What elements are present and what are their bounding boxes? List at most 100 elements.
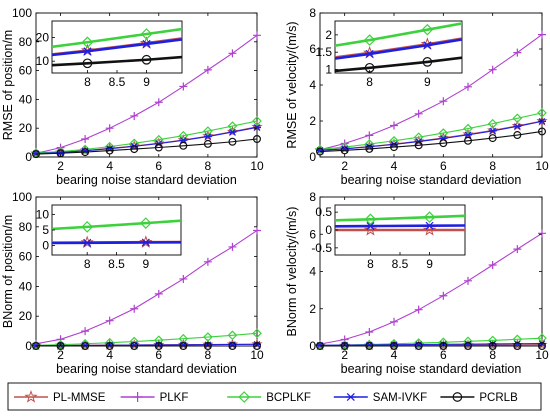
data-point-pcrlb xyxy=(130,342,139,351)
x-tick-label: 4 xyxy=(106,348,113,362)
y-tick-label: 6 xyxy=(309,227,316,241)
x-axis-label: bearing noise standard deviation xyxy=(56,362,237,376)
data-point-pcrlb xyxy=(154,342,163,351)
x-tick-label: 4 xyxy=(391,159,398,173)
inset-point-sam-ivkf xyxy=(365,222,376,231)
inset-x-tick-label: 9 xyxy=(424,75,431,89)
series-sam-ivkf xyxy=(32,124,261,157)
data-point-pcrlb xyxy=(228,137,237,146)
data-point-pcrlb xyxy=(439,342,448,351)
inset-y-tick-label: 0 xyxy=(325,223,332,237)
data-point-pcrlb xyxy=(365,144,374,153)
data-point-pl-mmse xyxy=(536,115,548,126)
data-point-pcrlb xyxy=(414,342,423,351)
inset-point-sam-ivkf xyxy=(364,49,375,58)
data-point-pl-mmse xyxy=(153,137,165,148)
y-tick-label: 40 xyxy=(19,92,33,106)
inset-point-pl-mmse xyxy=(80,43,95,57)
inset-series-group xyxy=(335,211,465,236)
data-point-pl-mmse xyxy=(487,124,499,136)
y-tick-label: 60 xyxy=(19,250,33,264)
data-point-bcplkf xyxy=(438,128,449,138)
inset-y-tick-label: 10 xyxy=(36,54,50,68)
data-point-bcplkf xyxy=(104,337,115,348)
data-point-plkf xyxy=(464,276,472,285)
inset-point-bcplkf xyxy=(81,36,94,49)
x-tick-label: 8 xyxy=(205,348,212,362)
inset-point-sam-ivkf xyxy=(424,221,435,230)
y-tick-label: 0 xyxy=(25,150,32,164)
data-point-pcrlb xyxy=(488,134,497,143)
data-point-bcplkf xyxy=(463,336,473,347)
series-line xyxy=(35,138,258,155)
data-point-plkf xyxy=(464,82,472,91)
data-point-plkf xyxy=(81,327,90,336)
y-tick-label: 60 xyxy=(19,64,33,78)
series-line xyxy=(319,120,543,151)
inset-point-bcplkf xyxy=(81,221,94,233)
inset-series-group xyxy=(335,22,462,73)
data-point-sam-ivkf xyxy=(513,123,522,130)
inset-point-sam-ivkf xyxy=(82,238,93,247)
inset-x-tick-label: 9 xyxy=(142,257,149,271)
y-tick-label: 8 xyxy=(309,190,316,204)
series-line xyxy=(35,126,258,155)
data-point-plkf xyxy=(390,317,398,326)
inset-x-tick-label: 8.5 xyxy=(109,75,126,89)
series-line xyxy=(319,130,543,153)
y-tick-label: 8 xyxy=(309,6,316,20)
legend-entry-pcrlb: PCRLB xyxy=(440,392,518,404)
legend-marker-plkf xyxy=(132,392,143,402)
inset-line-pcrlb xyxy=(52,55,182,67)
x-tick-label: 10 xyxy=(250,348,264,362)
legend-label: PCRLB xyxy=(479,392,518,404)
legend-entry-bcplkf: BCPLKF xyxy=(227,391,311,404)
inset-plot: 8 8.5 9 10 20 xyxy=(36,20,183,89)
data-point-bcplkf xyxy=(487,118,498,129)
data-point-pcrlb xyxy=(154,143,163,152)
data-point-sam-ivkf xyxy=(228,128,237,136)
series-pcrlb xyxy=(316,127,546,156)
inset-line-bcplkf xyxy=(52,27,182,49)
x-axis-label: bearing noise standard deviation xyxy=(56,173,237,187)
series-line xyxy=(35,120,258,154)
y-tick-label: 100 xyxy=(12,6,32,20)
inset-y-tick-label: 1.5 xyxy=(315,45,332,59)
inset-line-bcplkf xyxy=(335,22,462,48)
y-axis-label: BNorm of position/m xyxy=(1,215,15,328)
inset-plot: 8 8.5 9 0 5 10 xyxy=(36,204,182,271)
legend-entry-pl-mmse: PL-MMSE xyxy=(14,390,106,404)
y-tick-label: 100 xyxy=(12,190,32,204)
data-point-plkf xyxy=(439,291,448,300)
inset-x-tick-label: 8 xyxy=(84,257,91,271)
data-point-pcrlb xyxy=(464,136,473,145)
data-point-plkf xyxy=(414,305,423,314)
x-tick-label: 8 xyxy=(489,348,496,362)
data-point-pcrlb xyxy=(340,146,349,155)
data-point-plkf xyxy=(154,98,163,107)
data-point-plkf xyxy=(56,335,65,344)
inset-y-tick-label: 0 xyxy=(42,239,49,253)
data-point-pcrlb xyxy=(203,139,212,148)
data-point-pcrlb xyxy=(513,342,522,351)
data-point-plkf xyxy=(105,124,114,133)
y-tick-label: 0 xyxy=(309,339,316,353)
inset-line-pcrlb xyxy=(335,56,462,73)
inset-point-sam-ivkf xyxy=(141,39,152,48)
data-point-pl-mmse xyxy=(462,128,474,140)
data-point-pcrlb xyxy=(31,150,40,159)
data-point-pcrlb xyxy=(537,127,546,136)
inset-y-tick-label: 2 xyxy=(325,28,332,42)
inset-point-pl-mmse xyxy=(363,223,378,236)
x-tick-label: 6 xyxy=(440,348,447,362)
data-point-sam-ivkf xyxy=(253,124,261,131)
data-point-plkf xyxy=(414,109,423,118)
data-point-plkf xyxy=(538,30,546,39)
legend-label: BCPLKF xyxy=(266,392,311,404)
data-point-pcrlb xyxy=(203,342,212,351)
inset-series-group xyxy=(52,27,182,69)
data-point-sam-ivkf xyxy=(179,136,188,144)
inset-point-pcrlb xyxy=(82,58,93,69)
